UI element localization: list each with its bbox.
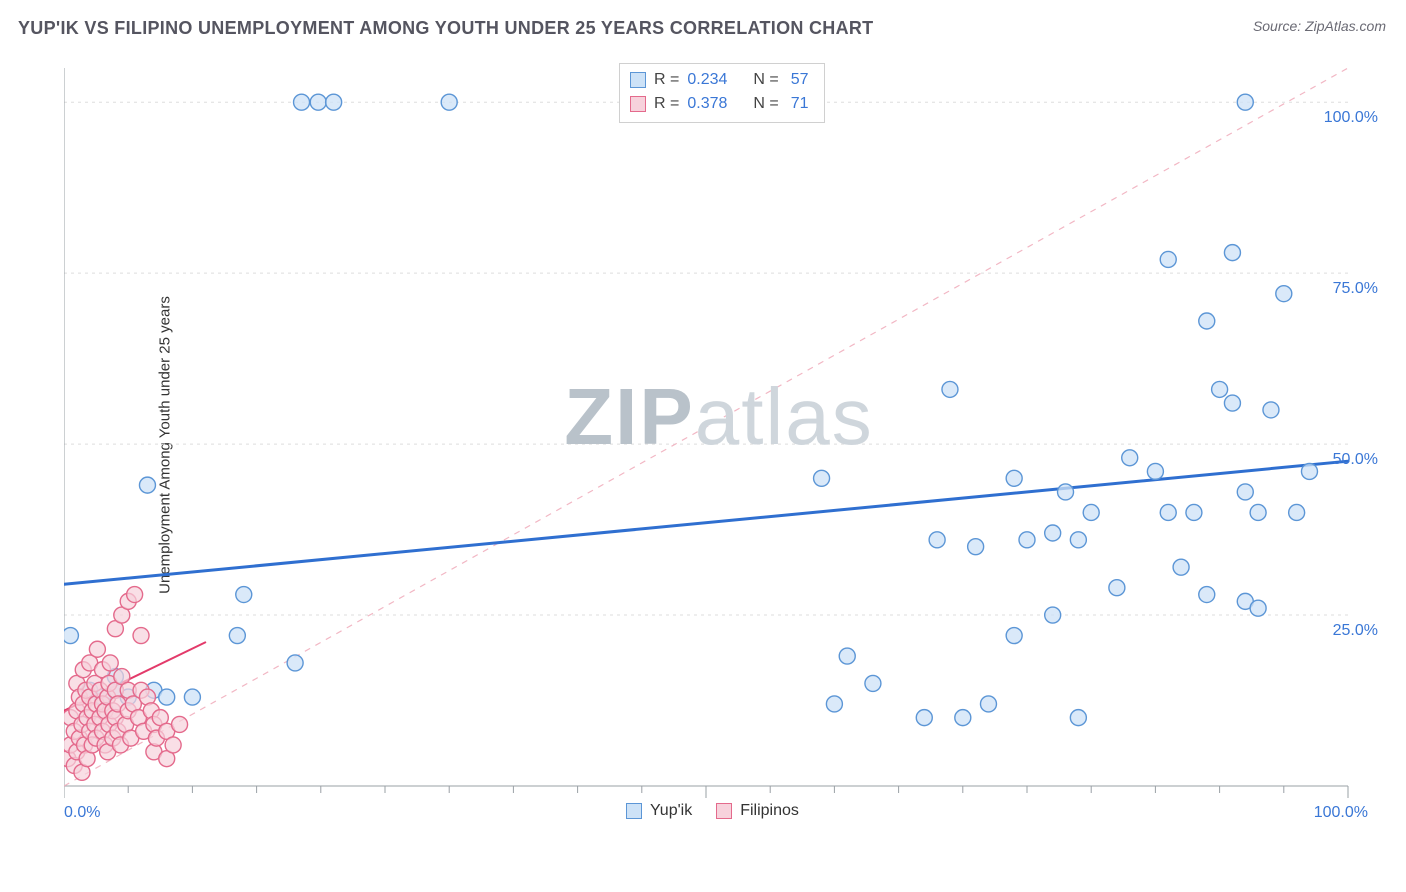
- swatch-icon: [630, 96, 646, 112]
- legend-item-filipinos: Filipinos: [716, 802, 799, 820]
- correlation-box: R = 0.234 N = 57 R = 0.378 N = 71: [619, 63, 825, 123]
- legend: Yup'ik Filipinos: [626, 802, 799, 820]
- corr-row-filipinos: R = 0.378 N = 71: [630, 92, 808, 116]
- chart-area: Unemployment Among Youth under 25 years …: [50, 50, 1390, 840]
- legend-label: Yup'ik: [650, 802, 692, 820]
- swatch-icon: [626, 803, 642, 819]
- x-tick-label: 100.0%: [1314, 804, 1368, 822]
- y-tick-label: 50.0%: [1333, 451, 1378, 469]
- legend-label: Filipinos: [740, 802, 799, 820]
- y-tick-label: 100.0%: [1324, 109, 1378, 127]
- chart-source: Source: ZipAtlas.com: [1253, 18, 1386, 34]
- corr-row-yupik: R = 0.234 N = 57: [630, 68, 808, 92]
- swatch-icon: [630, 72, 646, 88]
- y-tick-label: 75.0%: [1333, 280, 1378, 298]
- y-tick-label: 25.0%: [1333, 622, 1378, 640]
- swatch-icon: [716, 803, 732, 819]
- x-tick-label: 0.0%: [64, 804, 100, 822]
- legend-item-yupik: Yup'ik: [626, 802, 692, 820]
- chart-title: YUP'IK VS FILIPINO UNEMPLOYMENT AMONG YO…: [18, 18, 873, 39]
- scatter-plot: ZIPatlas R = 0.234 N = 57 R = 0.378 N = …: [64, 60, 1374, 820]
